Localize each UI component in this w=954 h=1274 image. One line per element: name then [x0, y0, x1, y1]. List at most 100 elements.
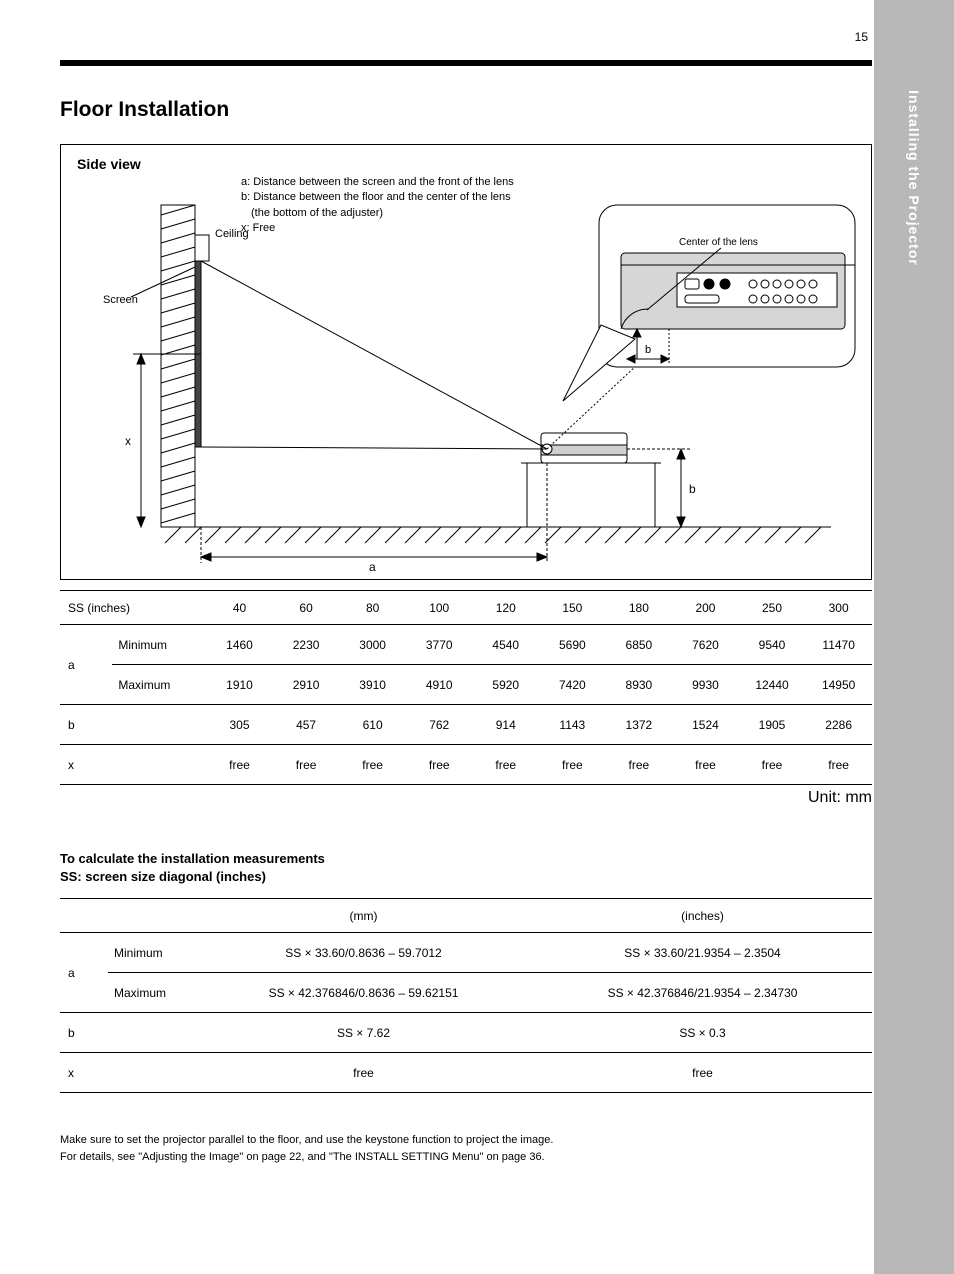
t1-max-5: 7420: [539, 665, 606, 705]
col-h-5: 150: [539, 591, 606, 625]
t1-b-3: 762: [406, 705, 473, 745]
t2-max-in: SS × 42.376846/21.9354 – 2.34730: [533, 973, 872, 1013]
t2-max-mm: SS × 42.376846/0.8636 – 59.62151: [194, 973, 533, 1013]
calc-caption: To calculate the installation measuremen…: [60, 850, 872, 886]
col-h-6: 180: [606, 591, 673, 625]
dimension-b: [627, 449, 691, 527]
t1-max-9: 14950: [805, 665, 872, 705]
t1-min-9: 11470: [805, 625, 872, 665]
t1-x-5: free: [539, 745, 606, 785]
key-b-1: b: Distance between the floor and the ce…: [241, 191, 511, 203]
t1-min-0: 1460: [206, 625, 273, 665]
t1-min-2: 3000: [339, 625, 406, 665]
diagram-key: a: Distance between the screen and the f…: [241, 175, 514, 237]
side-bar-label: Installing the Projector: [906, 90, 922, 266]
col-h-0: 40: [206, 591, 273, 625]
t2-row-b: b: [60, 1013, 194, 1053]
calc-title: To calculate the installation measuremen…: [60, 850, 872, 886]
col-h-3: 100: [406, 591, 473, 625]
dim-b-marker: b: [689, 482, 696, 496]
footnote-line2: For details, see "Adjusting the Image" o…: [60, 1149, 872, 1166]
table-stand: [521, 463, 661, 527]
key-b-2: (the bottom of the adjuster): [241, 207, 383, 219]
t1-max-7: 9930: [672, 665, 739, 705]
t2-x-in: free: [533, 1053, 872, 1093]
row-b-lab: b: [60, 705, 206, 745]
ceiling-bracket: [195, 235, 209, 261]
t1-x-4: free: [472, 745, 539, 785]
col-h-7: 200: [672, 591, 739, 625]
t1-b-0: 305: [206, 705, 273, 745]
formulas-table: (mm) (inches) a Minimum SS × 33.60/0.863…: [60, 898, 872, 1093]
projector-icon: [541, 433, 627, 463]
t1-max-0: 1910: [206, 665, 273, 705]
screen-leader: [131, 267, 195, 297]
installation-diagram: Side view: [60, 144, 872, 580]
t1-max-6: 8930: [606, 665, 673, 705]
row-x-lab: x: [60, 745, 206, 785]
col-h-8: 250: [739, 591, 806, 625]
row-a-lab: a: [60, 625, 112, 705]
col-ss-header: SS (inches): [60, 591, 206, 625]
callout-b-marker: b: [645, 344, 651, 356]
col-h-4: 120: [472, 591, 539, 625]
row-max-lab: Maximum: [112, 665, 206, 705]
t2-min-in: SS × 33.60/21.9354 – 2.3504: [533, 933, 872, 973]
dimension-x: [133, 354, 201, 527]
t1-b-4: 914: [472, 705, 539, 745]
t1-b-7: 1524: [672, 705, 739, 745]
t2-min-mm: SS × 33.60/0.8636 – 59.7012: [194, 933, 533, 973]
t1-max-1: 2910: [273, 665, 340, 705]
t1-x-9: free: [805, 745, 872, 785]
t1-b-1: 457: [273, 705, 340, 745]
dim-x-marker: x: [125, 434, 131, 448]
t2-min-lab: Minimum: [108, 933, 194, 973]
t2-mm-head: (mm): [194, 899, 533, 933]
t1-x-6: free: [606, 745, 673, 785]
t2-in-head: (inches): [533, 899, 872, 933]
side-navigation-bar: Installing the Projector: [874, 0, 954, 1274]
t1-b-9: 2286: [805, 705, 872, 745]
t1-b-6: 1372: [606, 705, 673, 745]
t1-b-5: 1143: [539, 705, 606, 745]
t2-row-x: x: [60, 1053, 194, 1093]
t1-min-8: 9540: [739, 625, 806, 665]
section-title: Floor Installation: [60, 98, 229, 122]
t1-max-8: 12440: [739, 665, 806, 705]
t2-row-a: a: [60, 933, 108, 1013]
t1-x-3: free: [406, 745, 473, 785]
callout-center-lens: Center of the lens: [679, 237, 758, 248]
footnote-line1: Make sure to set the projector parallel …: [60, 1132, 872, 1149]
row-min-lab: Minimum: [112, 625, 206, 665]
key-x: x: Free: [241, 221, 514, 236]
t1-x-8: free: [739, 745, 806, 785]
page-number: 15: [855, 30, 868, 44]
col-h-9: 300: [805, 591, 872, 625]
t1-min-7: 7620: [672, 625, 739, 665]
t1-min-1: 2230: [273, 625, 340, 665]
t1-min-4: 4540: [472, 625, 539, 665]
side-view-label: Side view: [77, 156, 141, 172]
col-h-2: 80: [339, 591, 406, 625]
floor: [161, 527, 831, 543]
t1-min-5: 5690: [539, 625, 606, 665]
horizontal-rule: [60, 60, 872, 66]
t1-max-3: 4910: [406, 665, 473, 705]
projection-rays: [201, 261, 637, 449]
t2-b-in: SS × 0.3: [533, 1013, 872, 1053]
t1-max-2: 3910: [339, 665, 406, 705]
t1-min-3: 3770: [406, 625, 473, 665]
t2-max-lab: Maximum: [108, 973, 194, 1013]
t1-min-6: 6850: [606, 625, 673, 665]
measurements-table: SS (inches) 40 60 80 100 120 150 180 200…: [60, 590, 872, 807]
t1-b-8: 1905: [739, 705, 806, 745]
t2-x-mm: free: [194, 1053, 533, 1093]
dimension-a: [201, 463, 547, 563]
t1-x-1: free: [273, 745, 340, 785]
t1-x-7: free: [672, 745, 739, 785]
t1-x-2: free: [339, 745, 406, 785]
t1-x-0: free: [206, 745, 273, 785]
dim-a-marker: a: [369, 560, 376, 574]
unit-mm: Unit: mm: [60, 785, 872, 807]
wall: [161, 205, 195, 527]
